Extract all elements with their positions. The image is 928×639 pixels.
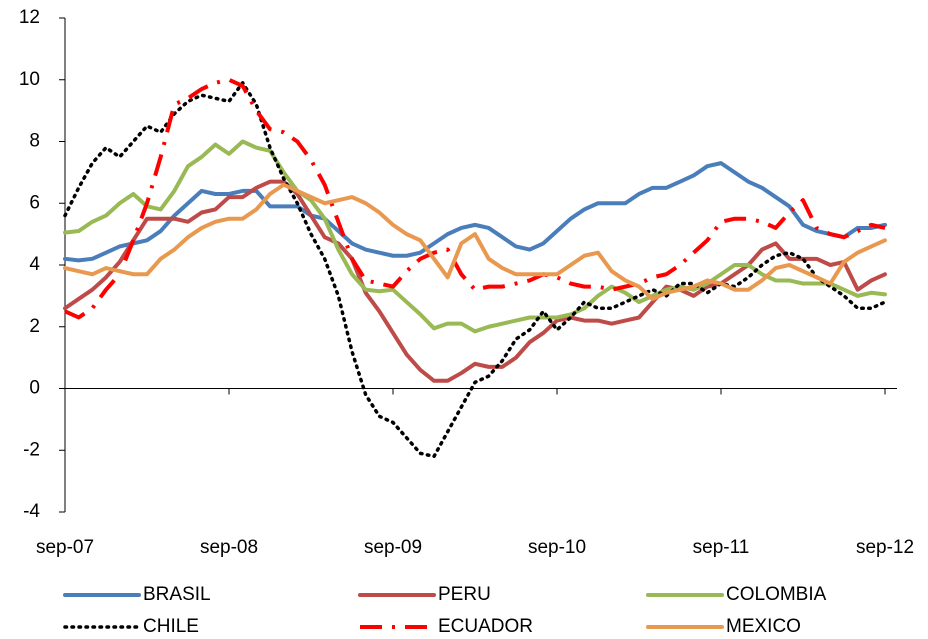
legend-label: PERU (438, 584, 491, 605)
legend-label: COLOMBIA (726, 584, 827, 605)
series-line (63, 139, 887, 334)
x-tick-label: sep-08 (200, 537, 258, 558)
x-tick-label: sep-09 (364, 537, 422, 558)
y-tick-label: 4 (29, 254, 40, 275)
y-tick-label: 12 (19, 7, 40, 28)
legend-label: ECUADOR (438, 616, 533, 637)
y-tick-label: 6 (29, 192, 40, 213)
y-tick-label: 2 (29, 316, 40, 337)
series-line (63, 161, 887, 263)
y-tick-label: 0 (29, 378, 40, 399)
legend-label: BRASIL (143, 584, 211, 605)
legend-label: MEXICO (726, 616, 801, 637)
x-tick-label: sep-12 (856, 537, 914, 558)
y-tick-label: -4 (23, 501, 40, 522)
x-tick-label: sep-07 (36, 537, 94, 558)
y-tick-label: -2 (23, 439, 40, 460)
x-tick-label: sep-11 (693, 537, 750, 558)
y-tick-label: 8 (29, 131, 40, 152)
series-line (63, 182, 887, 301)
series-line (64, 77, 886, 320)
y-tick-label: 10 (19, 69, 40, 90)
x-tick-label: sep-10 (528, 537, 586, 558)
series-line (63, 81, 887, 459)
legend-label: CHILE (143, 616, 199, 637)
